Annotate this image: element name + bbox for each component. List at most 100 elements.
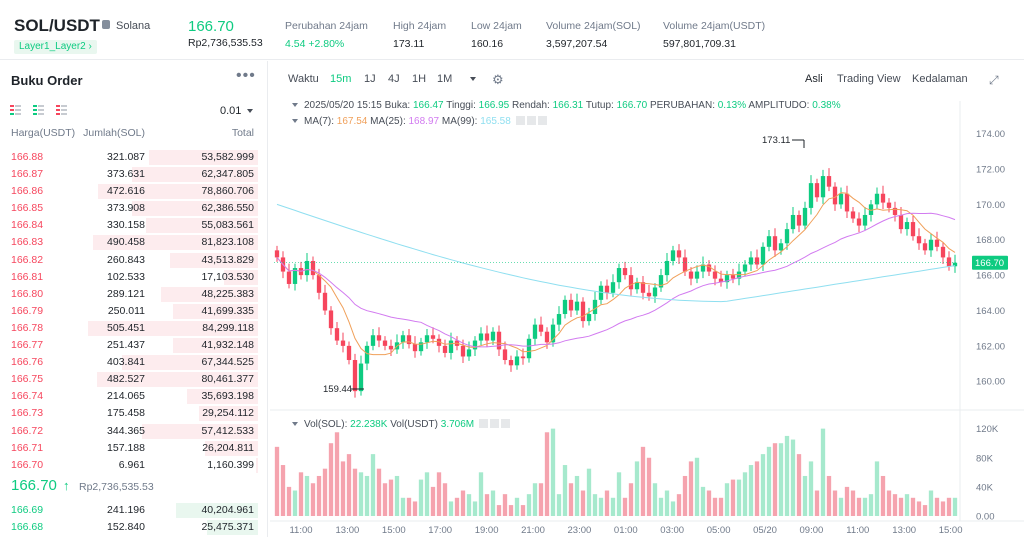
gear-icon[interactable]: ⚙	[492, 72, 504, 87]
volume-bar	[520, 505, 526, 516]
pair-symbol[interactable]: SOL/USDT	[14, 16, 100, 35]
ask-row[interactable]: 166.71 157.188 26,204.811	[0, 440, 268, 457]
chevron-down-icon[interactable]	[292, 422, 298, 426]
visibility-icon[interactable]	[478, 419, 488, 428]
price-tick-label: 172.00	[976, 164, 1005, 175]
candle-body	[526, 338, 532, 359]
ask-total: 48,225.383	[201, 287, 254, 300]
ask-row[interactable]: 166.87 373.631 62,347.805	[0, 166, 268, 183]
interval-15m[interactable]: 15m	[330, 73, 352, 85]
candle-body	[310, 260, 316, 276]
ask-row[interactable]: 166.79 250.011 41,699.335	[0, 303, 268, 320]
volume-bar	[916, 501, 922, 516]
expand-icon[interactable]: ⤢	[989, 73, 999, 87]
time-tick-label: 19:00	[475, 525, 499, 536]
legend-change: 0.13%	[717, 100, 747, 111]
settings-icon[interactable]	[526, 116, 536, 125]
legend-amp: 0.38%	[812, 100, 841, 111]
chevron-down-icon[interactable]	[292, 103, 298, 107]
candle-body	[766, 236, 772, 247]
candle-body	[826, 176, 832, 187]
ask-row[interactable]: 166.72 344.365 57,412.533	[0, 423, 268, 440]
ask-row[interactable]: 166.81 102.533 17,103.530	[0, 269, 268, 286]
ask-row[interactable]: 166.70 6.961 1,160.399	[0, 457, 268, 474]
interval-1j[interactable]: 1J	[364, 73, 376, 85]
price-chart[interactable]: 174.00 172.00 170.00 168.00 166.00 164.00 162.…	[270, 61, 1024, 537]
settings-icon[interactable]	[489, 419, 499, 428]
volume-bar	[826, 475, 832, 516]
volume-bar	[538, 483, 544, 516]
ask-amount: 251.437	[107, 339, 145, 352]
price-tick-label: 162.00	[976, 341, 1005, 352]
volume-tick-label: 0.00	[976, 512, 995, 523]
legend-date: 2025/05/20 15:15	[304, 100, 382, 111]
ask-price: 166.76	[11, 356, 44, 369]
ask-price: 166.80	[11, 287, 44, 300]
close-icon[interactable]	[500, 419, 510, 428]
candle-body	[802, 207, 808, 226]
mode-asks-icon[interactable]	[56, 105, 67, 115]
ask-price: 166.86	[11, 185, 44, 198]
category-tag[interactable]: Layer1_Layer2 ›	[14, 40, 97, 54]
view-original[interactable]: Asli	[805, 73, 823, 85]
depth-bar	[132, 167, 258, 183]
ask-total: 26,204.811	[202, 441, 254, 454]
ask-row[interactable]: 166.74 214.065 35,693.198	[0, 388, 268, 405]
candle-body	[490, 331, 496, 341]
tick-size-select[interactable]: 0.01	[220, 105, 242, 117]
interval-1m[interactable]: 1M	[437, 73, 453, 85]
ask-row[interactable]: 166.73 175.458 29,254.112	[0, 405, 268, 422]
ask-row[interactable]: 166.78 505.451 84,299.118	[0, 320, 268, 337]
volume-bar	[448, 501, 454, 516]
volume-bar	[466, 494, 472, 516]
chevron-down-icon[interactable]	[292, 119, 298, 123]
candle-body	[580, 301, 586, 322]
close-icon[interactable]	[537, 116, 547, 125]
price-tick-label: 160.00	[976, 377, 1005, 388]
ask-row[interactable]: 166.75 482.527 80,461.377	[0, 371, 268, 388]
legend-open: 166.47	[413, 100, 444, 111]
volume-bar	[478, 472, 484, 516]
order-book-mode-switch	[10, 105, 67, 115]
mode-bids-icon[interactable]	[33, 105, 44, 115]
ask-amount: 505.451	[107, 321, 145, 334]
ask-row[interactable]: 166.88 321.087 53,582.999	[0, 149, 268, 166]
interval-1h[interactable]: 1H	[412, 73, 427, 85]
ask-total: 62,386.550	[201, 202, 254, 215]
ask-row[interactable]: 166.76 403.841 67,344.525	[0, 354, 268, 371]
candle-body	[304, 260, 310, 276]
volume-bar	[418, 479, 424, 516]
bid-row[interactable]: 166.68 152.840 25,475.371	[0, 519, 268, 536]
bid-row[interactable]: 166.69 241.196 40,204.961	[0, 502, 268, 519]
info-icon[interactable]	[102, 20, 110, 29]
coin-name: Solana	[116, 20, 151, 32]
ask-row[interactable]: 166.80 289.121 48,225.383	[0, 286, 268, 303]
ask-row[interactable]: 166.82 260.843 43,513.829	[0, 252, 268, 269]
depth-bar	[173, 338, 258, 354]
interval-4j[interactable]: 4J	[388, 73, 400, 85]
volume-bar	[598, 497, 604, 516]
mode-both-icon[interactable]	[10, 105, 21, 115]
ask-row[interactable]: 166.83 490.458 81,823.108	[0, 234, 268, 251]
ask-row[interactable]: 166.86 472.616 78,860.706	[0, 183, 268, 200]
candle-body	[496, 331, 502, 350]
chevron-down-icon[interactable]	[247, 109, 253, 113]
volume-tick-label: 120K	[976, 424, 999, 435]
ask-row[interactable]: 166.77 251.437 41,932.148	[0, 337, 268, 354]
view-depth[interactable]: Kedalaman	[912, 73, 968, 85]
chevron-down-icon[interactable]	[470, 77, 476, 81]
candle-body	[754, 257, 760, 265]
ask-total: 41,699.335	[201, 304, 254, 317]
time-tick-label: 15:00	[939, 525, 963, 536]
ask-price: 166.73	[11, 407, 44, 420]
volume-bar	[658, 497, 664, 516]
ask-row[interactable]: 166.85 373.908 62,386.550	[0, 200, 268, 217]
visibility-icon[interactable]	[515, 116, 525, 125]
ask-row[interactable]: 166.84 330.158 55,083.561	[0, 217, 268, 234]
volume-bar	[772, 443, 778, 516]
volume-bar	[580, 490, 586, 516]
more-options-icon[interactable]: •••	[236, 67, 256, 84]
ask-amount: 330.158	[107, 219, 145, 232]
candle-body	[514, 356, 520, 366]
view-tradingview[interactable]: Trading View	[837, 73, 901, 85]
